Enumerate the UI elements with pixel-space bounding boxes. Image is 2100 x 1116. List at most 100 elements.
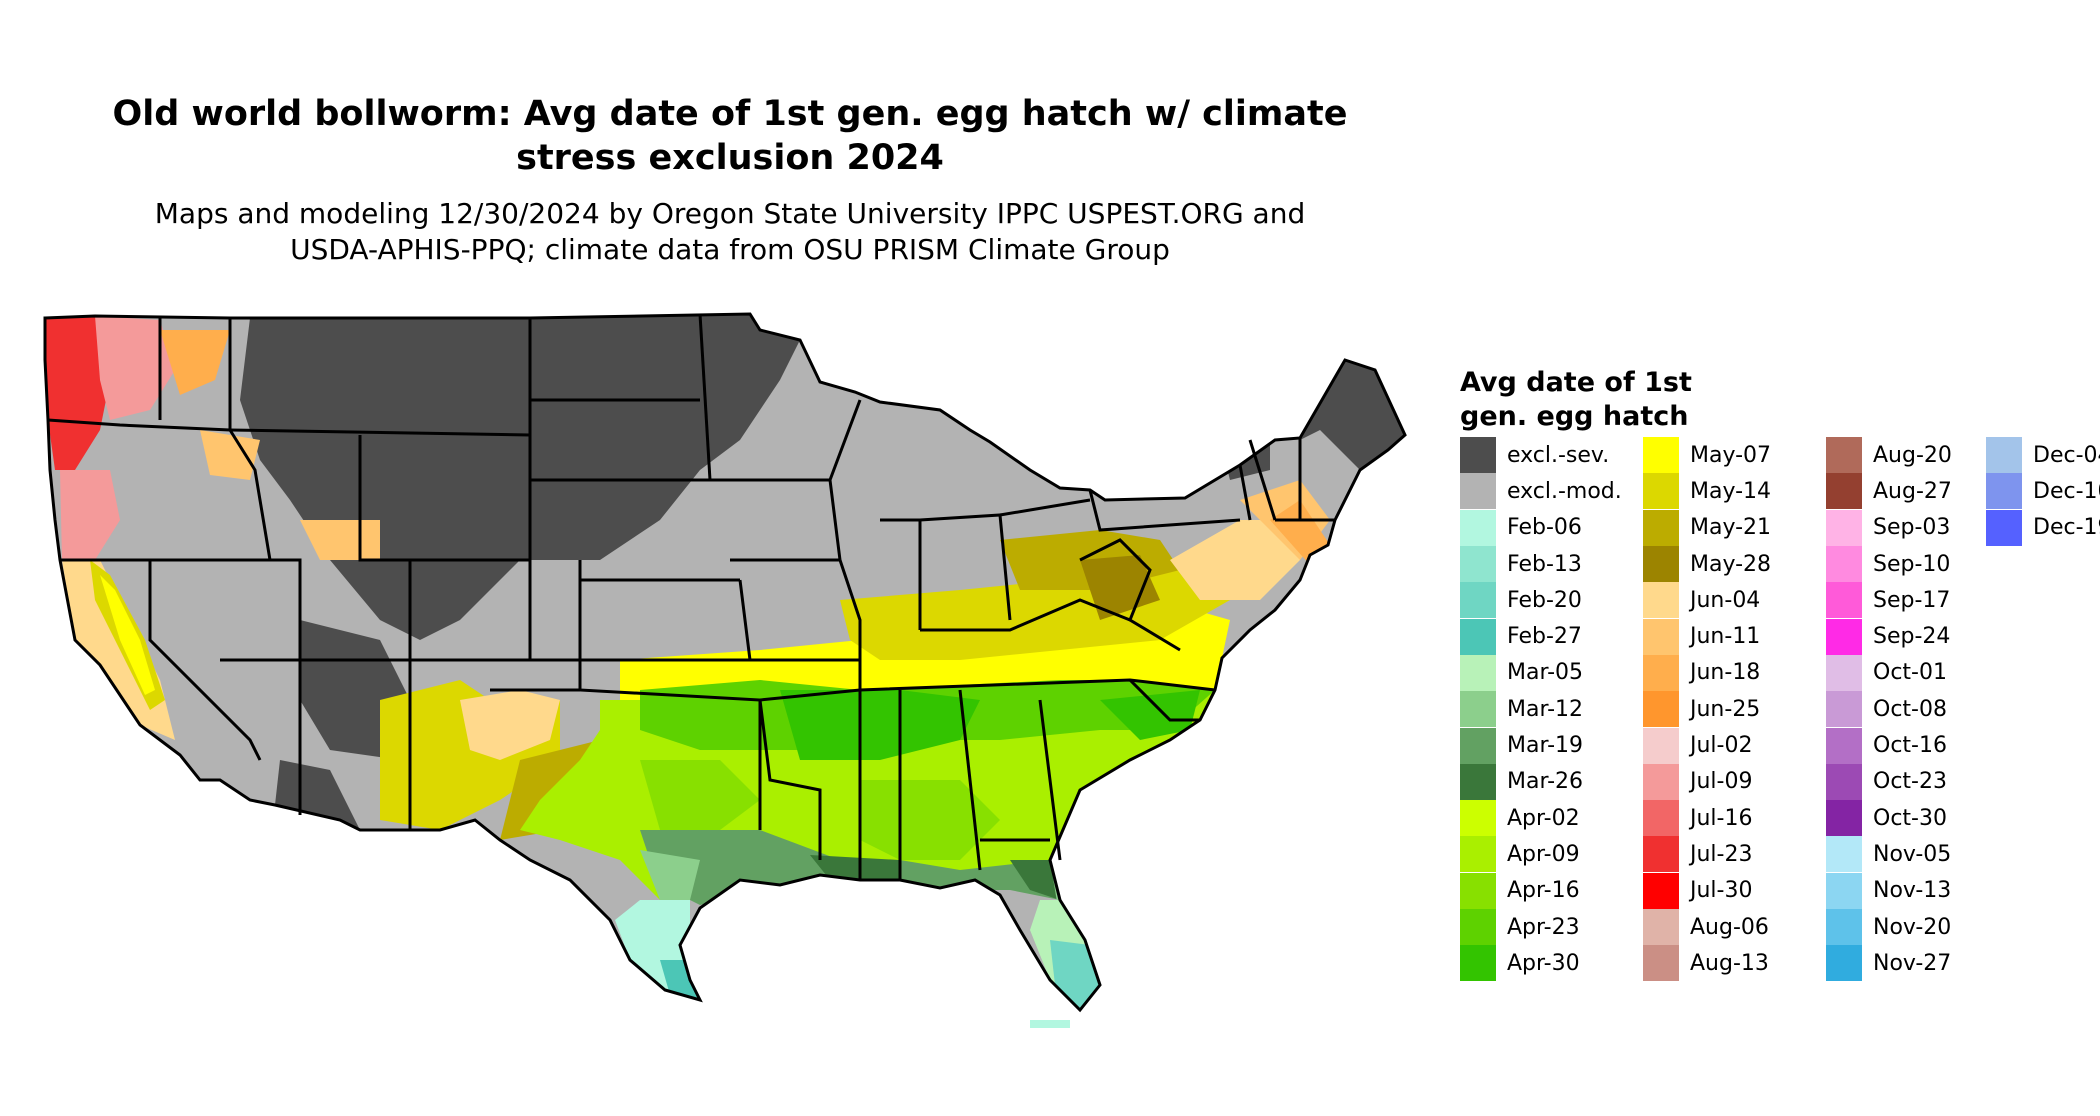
legend-item: Sep-24 bbox=[1826, 618, 1952, 655]
legend-label: Mar-12 bbox=[1507, 696, 1584, 722]
legend-item: Oct-30 bbox=[1826, 800, 1952, 837]
us-map bbox=[43, 312, 1407, 1028]
legend-item: Sep-17 bbox=[1826, 582, 1952, 619]
title-line-1: Old world bollworm: Avg date of 1st gen.… bbox=[112, 94, 1348, 134]
subtitle-line-2: USDA-APHIS-PPQ; climate data from OSU PR… bbox=[290, 233, 1170, 266]
legend-swatch bbox=[1643, 509, 1679, 546]
legend-swatch bbox=[1460, 582, 1496, 619]
legend-label: Oct-23 bbox=[1873, 769, 1947, 795]
legend-item: Aug-06 bbox=[1643, 909, 1771, 945]
legend-title-line-1: Avg date of 1st bbox=[1460, 367, 1692, 398]
legend-column: May-07 May-14 May-21 May-28 Jun-04 Jun-11 Jun-… bbox=[1643, 437, 1772, 982]
legend-item: Jul-02 bbox=[1643, 727, 1771, 764]
legend-swatch bbox=[1460, 872, 1496, 909]
legend-swatch bbox=[1826, 727, 1862, 764]
legend-swatch bbox=[1643, 691, 1679, 728]
title-line-2: stress exclusion 2024 bbox=[516, 138, 944, 178]
legend-item: Mar-19 bbox=[1460, 727, 1622, 764]
legend-label: May-14 bbox=[1690, 478, 1772, 504]
legend-label: Jul-16 bbox=[1690, 805, 1753, 831]
legend-swatch bbox=[1826, 909, 1862, 945]
legend-label: May-21 bbox=[1690, 515, 1772, 541]
legend-item: Mar-05 bbox=[1460, 654, 1622, 691]
legend-label: Aug-27 bbox=[1873, 478, 1952, 504]
legend-item: Dec-04 bbox=[1986, 437, 2100, 474]
legend-label: Sep-24 bbox=[1873, 624, 1951, 650]
legend-swatch bbox=[1826, 872, 1862, 909]
map-title: Old world bollworm: Avg date of 1st gen.… bbox=[60, 92, 1400, 180]
subtitle-line-1: Maps and modeling 12/30/2024 by Oregon S… bbox=[154, 197, 1306, 230]
legend-item: Feb-13 bbox=[1460, 546, 1622, 583]
legend-label: Aug-06 bbox=[1690, 914, 1769, 940]
legend-swatch bbox=[1986, 509, 2022, 546]
legend-swatch bbox=[1643, 727, 1679, 764]
legend-label: Oct-30 bbox=[1873, 805, 1947, 831]
legend-label: Sep-03 bbox=[1873, 515, 1951, 541]
legend-item: excl.-sev. bbox=[1460, 437, 1622, 474]
legend-item: Jul-30 bbox=[1643, 872, 1771, 909]
legend-item: Nov-13 bbox=[1826, 872, 1952, 909]
legend-label: Dec-10 bbox=[2033, 478, 2100, 504]
legend-swatch bbox=[1643, 473, 1679, 510]
legend-swatch bbox=[1460, 691, 1496, 728]
legend-swatch bbox=[1643, 582, 1679, 619]
legend-label: Sep-10 bbox=[1873, 551, 1951, 577]
legend-swatch bbox=[1460, 945, 1496, 982]
legend-swatch bbox=[1826, 800, 1862, 837]
legend-label: Apr-23 bbox=[1507, 914, 1580, 940]
legend-label: Feb-27 bbox=[1507, 624, 1582, 650]
legend-column: excl.-sev. excl.-mod. Feb-06 Feb-13 Feb-20 Fe… bbox=[1460, 437, 1622, 982]
legend-label: Aug-20 bbox=[1873, 442, 1952, 468]
legend-item: Jun-04 bbox=[1643, 582, 1771, 619]
legend-label: Mar-19 bbox=[1507, 733, 1584, 759]
legend-swatch bbox=[1826, 763, 1862, 800]
legend-item: Mar-26 bbox=[1460, 763, 1622, 800]
legend-swatch bbox=[1460, 836, 1496, 873]
legend-label: May-28 bbox=[1690, 551, 1772, 577]
legend-item: Sep-10 bbox=[1826, 546, 1952, 583]
legend-label: Jul-23 bbox=[1690, 841, 1753, 867]
legend-swatch bbox=[1826, 654, 1862, 691]
legend-swatch bbox=[1460, 909, 1496, 945]
legend-swatch bbox=[1826, 691, 1862, 728]
legend-item: Apr-30 bbox=[1460, 945, 1622, 982]
legend-label: Jun-25 bbox=[1690, 696, 1761, 722]
legend-item: Jun-25 bbox=[1643, 691, 1771, 728]
legend-item: Apr-23 bbox=[1460, 909, 1622, 945]
legend-swatch bbox=[1826, 582, 1862, 619]
legend-label: Feb-13 bbox=[1507, 551, 1582, 577]
legend-item: May-21 bbox=[1643, 509, 1772, 546]
legend-label: Nov-27 bbox=[1873, 950, 1952, 976]
legend-swatch bbox=[1826, 473, 1862, 510]
legend-label: May-07 bbox=[1690, 442, 1772, 468]
legend-item: Apr-02 bbox=[1460, 800, 1622, 837]
legend-label: Nov-13 bbox=[1873, 878, 1952, 904]
legend-swatch bbox=[1460, 727, 1496, 764]
legend-item: excl.-mod. bbox=[1460, 473, 1622, 510]
legend-item: Jun-18 bbox=[1643, 654, 1771, 691]
legend-item: Oct-08 bbox=[1826, 691, 1952, 728]
legend-item: Jul-23 bbox=[1643, 836, 1771, 873]
legend-label: Aug-13 bbox=[1690, 950, 1769, 976]
legend-label: Nov-20 bbox=[1873, 914, 1952, 940]
legend-label: Oct-16 bbox=[1873, 733, 1947, 759]
legend-item: May-14 bbox=[1643, 473, 1772, 510]
legend-swatch bbox=[1826, 945, 1862, 982]
legend-item: Apr-16 bbox=[1460, 872, 1622, 909]
legend-item: Mar-12 bbox=[1460, 691, 1622, 728]
legend-item: May-28 bbox=[1643, 546, 1772, 583]
legend-swatch bbox=[1643, 763, 1679, 800]
legend-swatch bbox=[1643, 945, 1679, 982]
legend-label: excl.-sev. bbox=[1507, 442, 1610, 468]
legend-item: Feb-06 bbox=[1460, 509, 1622, 546]
legend-label: Apr-30 bbox=[1507, 950, 1580, 976]
legend-swatch bbox=[1643, 437, 1679, 474]
legend-item: Dec-19 bbox=[1986, 509, 2100, 546]
legend-swatch bbox=[1643, 872, 1679, 909]
legend-title-line-2: gen. egg hatch bbox=[1460, 401, 1689, 432]
legend-swatch bbox=[1460, 654, 1496, 691]
legend-swatch bbox=[1460, 473, 1496, 510]
legend-item: Jul-16 bbox=[1643, 800, 1771, 837]
legend-label: Jun-11 bbox=[1690, 624, 1761, 650]
legend-swatch bbox=[1826, 836, 1862, 873]
